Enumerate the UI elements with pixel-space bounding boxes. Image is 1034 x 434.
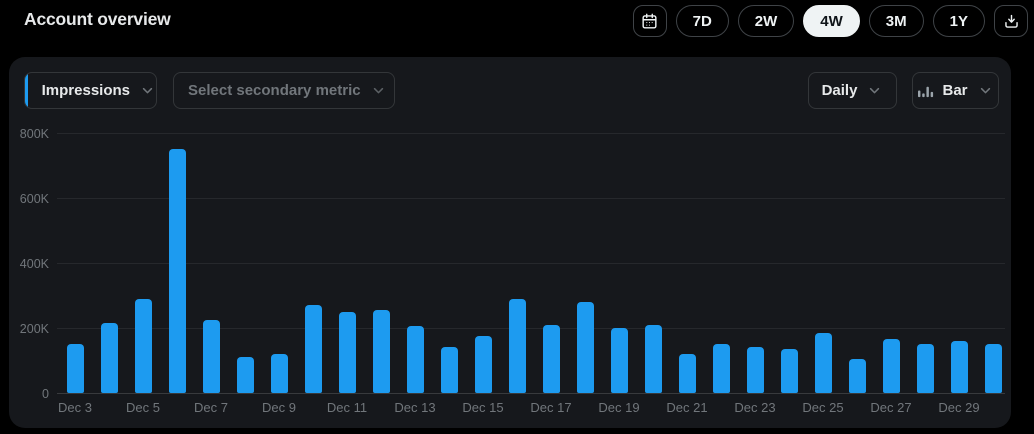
chevron-down-icon <box>980 87 990 94</box>
bar-dec-15[interactable] <box>474 336 492 393</box>
bar-dec-8[interactable] <box>236 357 254 393</box>
x-axis-tick-dec-15: Dec 15 <box>462 400 504 415</box>
bar-dec-23[interactable] <box>746 347 764 393</box>
bar-dec-27[interactable] <box>882 339 900 393</box>
y-axis-tick-200K: 200K <box>19 321 49 336</box>
x-axis-tick-dec-19: Dec 19 <box>598 400 640 415</box>
bar-dec-21[interactable] <box>678 354 696 393</box>
primary-metric-dropdown[interactable]: Impressions <box>24 72 157 109</box>
bar-dec-18[interactable] <box>576 302 594 393</box>
secondary-metric-placeholder: Select secondary metric <box>188 82 361 99</box>
account-overview-card: Impressions Select secondary metric Dail… <box>9 57 1011 428</box>
page-title: Account overview <box>24 9 171 29</box>
range-button-3m[interactable]: 3M <box>868 5 924 37</box>
gridline-0 <box>57 393 1005 394</box>
bar-dec-26[interactable] <box>848 359 866 393</box>
chevron-down-icon <box>870 87 880 94</box>
bar-dec-9[interactable] <box>270 354 288 393</box>
interval-dropdown[interactable]: Daily <box>808 72 897 109</box>
bar-dec-5[interactable] <box>134 299 152 393</box>
chart-type-label: Bar <box>942 82 968 99</box>
y-axis-tick-800K: 800K <box>19 126 49 141</box>
range-button-2w[interactable]: 2W <box>737 5 795 37</box>
bar-dec-14[interactable] <box>440 347 458 393</box>
x-axis-tick-dec-7: Dec 7 <box>194 400 228 415</box>
x-axis-tick-dec-27: Dec 27 <box>870 400 912 415</box>
header-controls: 7D 2W 4W 3M 1Y <box>632 5 1028 37</box>
bar-dec-20[interactable] <box>644 325 662 393</box>
bar-dec-13[interactable] <box>406 326 424 393</box>
metric-accent-bar <box>25 73 28 108</box>
x-axis-tick-dec-3: Dec 3 <box>58 400 92 415</box>
bar-dec-12[interactable] <box>372 310 390 393</box>
download-button[interactable] <box>994 5 1028 37</box>
bar-dec-16[interactable] <box>508 299 526 393</box>
bar-dec-22[interactable] <box>712 344 730 393</box>
bar-chart-icon <box>918 86 934 98</box>
chevron-down-icon <box>373 87 383 94</box>
gridline-200K <box>57 328 1005 329</box>
calendar-icon <box>642 13 657 29</box>
bar-dec-11[interactable] <box>338 312 356 393</box>
y-axis-tick-0: 0 <box>42 386 49 401</box>
x-axis-tick-dec-13: Dec 13 <box>394 400 436 415</box>
download-icon <box>1004 14 1018 28</box>
gridline-800K <box>57 133 1005 134</box>
interval-label: Daily <box>821 82 858 99</box>
x-axis-tick-dec-25: Dec 25 <box>802 400 844 415</box>
bar-dec-7[interactable] <box>202 320 220 393</box>
range-button-7d[interactable]: 7D <box>675 5 729 37</box>
bar-dec-19[interactable] <box>610 328 628 393</box>
y-axis-tick-600K: 600K <box>19 191 49 206</box>
bar-dec-4[interactable] <box>100 323 118 393</box>
secondary-metric-dropdown[interactable]: Select secondary metric <box>173 72 395 109</box>
bar-dec-29[interactable] <box>950 341 968 393</box>
x-axis-tick-dec-9: Dec 9 <box>262 400 296 415</box>
calendar-button[interactable] <box>632 5 667 37</box>
bar-dec-24[interactable] <box>780 349 798 393</box>
primary-metric-label: Impressions <box>41 82 130 99</box>
bar-dec-28[interactable] <box>916 344 934 393</box>
bar-dec-17[interactable] <box>542 325 560 393</box>
chart-type-dropdown[interactable]: Bar <box>912 72 999 109</box>
x-axis-tick-dec-21: Dec 21 <box>666 400 708 415</box>
range-button-4w[interactable]: 4W <box>803 5 860 37</box>
x-axis-tick-dec-5: Dec 5 <box>126 400 160 415</box>
chevron-down-icon <box>142 87 153 94</box>
gridline-600K <box>57 198 1005 199</box>
x-axis-tick-dec-11: Dec 11 <box>326 400 368 415</box>
gridline-400K <box>57 263 1005 264</box>
bar-dec-30[interactable] <box>984 344 1002 393</box>
bar-dec-10[interactable] <box>304 305 322 393</box>
bar-dec-25[interactable] <box>814 333 832 393</box>
impressions-bar-chart: 0 200K 400K 600K 800K Dec 3 Dec 5 Dec 7 Dec 9 Dec… <box>9 57 1011 428</box>
range-button-1y[interactable]: 1Y <box>932 5 985 37</box>
x-axis-tick-dec-23: Dec 23 <box>734 400 776 415</box>
bar-dec-6[interactable] <box>168 149 186 393</box>
bar-dec-3[interactable] <box>66 344 84 393</box>
x-axis-tick-dec-29: Dec 29 <box>938 400 980 415</box>
y-axis-tick-400K: 400K <box>19 256 49 271</box>
x-axis-tick-dec-17: Dec 17 <box>530 400 572 415</box>
